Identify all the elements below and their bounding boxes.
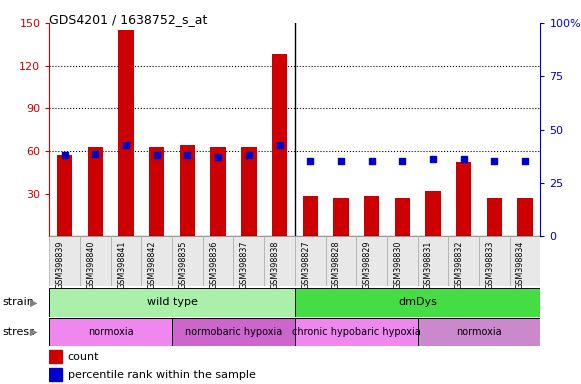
Bar: [88, 147, 103, 236]
Text: GSM398841: GSM398841: [117, 240, 126, 288]
Bar: [356, 236, 387, 286]
Bar: [325, 236, 356, 286]
Text: dmDys: dmDys: [398, 297, 437, 308]
Point: [459, 156, 468, 162]
Text: wild type: wild type: [146, 297, 198, 308]
Text: normobaric hypoxia: normobaric hypoxia: [185, 327, 282, 337]
Text: GSM398827: GSM398827: [301, 240, 310, 289]
Bar: [418, 236, 449, 286]
Bar: [387, 236, 418, 286]
Point: [397, 158, 407, 164]
Bar: [425, 191, 440, 236]
Text: GSM398840: GSM398840: [87, 240, 95, 288]
Bar: [487, 198, 502, 236]
Bar: [49, 350, 62, 363]
Text: strain: strain: [3, 297, 35, 308]
Text: chronic hypobaric hypoxia: chronic hypobaric hypoxia: [292, 327, 421, 337]
Point: [521, 158, 530, 164]
Text: GSM398833: GSM398833: [485, 240, 494, 288]
Point: [91, 151, 100, 157]
Text: GSM398830: GSM398830: [393, 240, 402, 288]
Bar: [180, 145, 195, 236]
Bar: [119, 30, 134, 236]
Bar: [295, 318, 418, 346]
Point: [428, 156, 437, 162]
Bar: [149, 147, 164, 236]
Bar: [394, 198, 410, 236]
Bar: [264, 236, 295, 286]
Point: [367, 158, 376, 164]
Bar: [456, 162, 471, 236]
Bar: [57, 155, 73, 236]
Bar: [210, 147, 226, 236]
Bar: [49, 288, 295, 317]
Point: [336, 158, 346, 164]
Text: normoxia: normoxia: [456, 327, 502, 337]
Point: [152, 152, 162, 158]
Point: [275, 142, 284, 148]
Text: GSM398828: GSM398828: [332, 240, 341, 289]
Text: GSM398839: GSM398839: [56, 240, 64, 289]
Text: GDS4201 / 1638752_s_at: GDS4201 / 1638752_s_at: [49, 13, 208, 26]
Text: GSM398835: GSM398835: [178, 240, 188, 289]
Bar: [49, 236, 80, 286]
Bar: [172, 236, 203, 286]
Bar: [479, 236, 510, 286]
Bar: [333, 198, 349, 236]
Text: GSM398838: GSM398838: [271, 240, 279, 288]
Text: GSM398837: GSM398837: [240, 240, 249, 289]
Bar: [241, 147, 256, 236]
Point: [306, 158, 315, 164]
Bar: [418, 318, 540, 346]
Bar: [272, 54, 287, 236]
Point: [213, 154, 223, 160]
Bar: [49, 318, 172, 346]
Point: [183, 152, 192, 158]
Point: [490, 158, 499, 164]
Text: stress: stress: [3, 327, 36, 337]
Bar: [172, 318, 295, 346]
Point: [244, 152, 253, 158]
Bar: [141, 236, 172, 286]
Text: GSM398836: GSM398836: [209, 240, 218, 288]
Text: ▶: ▶: [30, 327, 38, 337]
Text: GSM398834: GSM398834: [516, 240, 525, 288]
Bar: [449, 236, 479, 286]
Text: ▶: ▶: [30, 297, 38, 308]
Text: count: count: [68, 352, 99, 362]
Bar: [111, 236, 141, 286]
Text: GSM398842: GSM398842: [148, 240, 157, 289]
Point: [60, 152, 69, 158]
Bar: [49, 368, 62, 381]
Bar: [80, 236, 111, 286]
Text: percentile rank within the sample: percentile rank within the sample: [68, 370, 256, 380]
Bar: [517, 198, 533, 236]
Text: normoxia: normoxia: [88, 327, 134, 337]
Bar: [295, 236, 325, 286]
Text: GSM398829: GSM398829: [363, 240, 372, 289]
Bar: [234, 236, 264, 286]
Bar: [364, 196, 379, 236]
Bar: [303, 196, 318, 236]
Text: GSM398832: GSM398832: [454, 240, 464, 289]
Bar: [510, 236, 540, 286]
Point: [121, 142, 131, 148]
Bar: [295, 288, 540, 317]
Bar: [203, 236, 234, 286]
Text: GSM398831: GSM398831: [424, 240, 433, 288]
